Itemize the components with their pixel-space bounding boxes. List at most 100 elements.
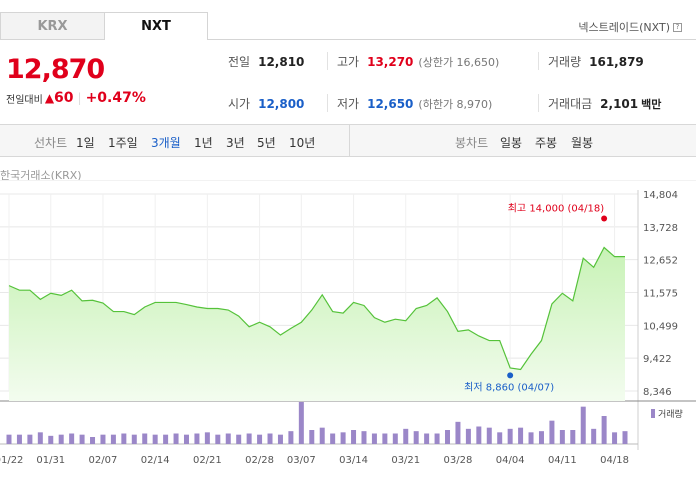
volume-bar [37, 432, 43, 444]
volume-bar [434, 433, 440, 444]
price-markers: 최고 14,000 (04/18) 최저 8,860 (04/07) [464, 203, 608, 393]
tab-divider-line [208, 39, 696, 40]
info-high: 고가 13,270 (상한가 16,650) [337, 53, 499, 70]
volume-bar [69, 433, 75, 444]
volume-bar [612, 432, 618, 444]
volume-bar [194, 433, 200, 444]
volume-bar [497, 432, 503, 444]
y-tick-label: 8,346 [643, 387, 672, 398]
volume-legend-label: 거래량 [658, 408, 683, 420]
x-tick-label: 01/31 [36, 455, 65, 466]
volume-bar [580, 406, 586, 444]
current-price: 12,870 [6, 54, 105, 85]
volume-bar [445, 430, 451, 444]
volume-bar [152, 434, 158, 444]
x-tick-label: 03/28 [444, 455, 473, 466]
volume-legend: 거래량 [651, 408, 683, 420]
x-tick-label: 01/22 [0, 455, 23, 466]
high-value: 13,270 [367, 54, 414, 69]
period-5y[interactable]: 5년 [257, 136, 276, 150]
info-divider [538, 94, 539, 112]
upper-limit: (상한가 16,650) [418, 55, 500, 69]
low-marker-dot [507, 372, 514, 379]
candle-chart-label: 봉차트 [455, 136, 489, 150]
period-10y[interactable]: 10년 [289, 136, 316, 150]
info-volume: 거래량 161,879 [548, 53, 644, 70]
volume-bar [330, 433, 336, 444]
change-value: 60 [54, 90, 74, 106]
volume-bar [507, 428, 513, 444]
amount-unit: 백만 [641, 97, 662, 111]
volume-bar [6, 434, 12, 444]
amount-value: 2,101 [600, 96, 639, 111]
volume-bar [58, 434, 64, 444]
high-label: 고가 [337, 55, 360, 69]
change-percent: +0.47% [85, 90, 146, 106]
volume-bar [163, 434, 169, 444]
volume-bar [392, 433, 398, 444]
volume-bar [622, 431, 628, 444]
volume-bar [465, 428, 471, 444]
volume-bar [340, 432, 346, 444]
x-tick-label: 02/07 [89, 455, 118, 466]
volume-bar [27, 434, 33, 444]
period-3y[interactable]: 3년 [226, 136, 245, 150]
period-1y[interactable]: 1년 [194, 136, 213, 150]
volume-bar [309, 430, 315, 444]
volume-bar [79, 434, 85, 444]
volume-bar [486, 427, 492, 444]
volume-bar [382, 433, 388, 444]
period-bar: 선차트 1일 1주일 3개월 1년 3년 5년 10년 봉차트 일봉 주봉 월봉 [0, 124, 696, 157]
period-divider [349, 125, 350, 156]
low-value: 12,650 [367, 96, 414, 111]
x-axis-labels: 01/22 01/31 02/07 02/14 02/21 02/28 03/07 03/14… [0, 455, 629, 466]
line-chart-label: 선차트 [34, 136, 68, 150]
y-tick-label: 13,728 [643, 223, 678, 234]
info-low: 저가 12,650 (하한가 8,970) [337, 95, 492, 112]
period-3m[interactable]: 3개월 [151, 136, 181, 150]
help-icon[interactable]: ? [673, 22, 682, 32]
volume-bar [549, 420, 555, 444]
volume-value: 161,879 [589, 54, 644, 69]
volume-bar [538, 431, 544, 444]
volume-bar [121, 433, 127, 444]
x-tick-label: 04/11 [548, 455, 577, 466]
info-prev-close: 전일 12,810 [228, 53, 304, 70]
y-tick-label: 11,575 [643, 289, 678, 300]
price-chart: 14,804 13,728 12,652 11,575 10,499 9,422 8,346… [0, 180, 696, 466]
period-monthly[interactable]: 월봉 [571, 136, 594, 150]
prev-close-label: 전일 [228, 55, 251, 69]
volume-bar [403, 428, 409, 444]
info-amount: 거래대금 2,101 백만 [548, 95, 661, 112]
period-daily[interactable]: 일봉 [500, 136, 523, 150]
volume-bar [236, 434, 242, 444]
y-tick-label: 12,652 [643, 256, 678, 267]
high-marker-dot [601, 215, 608, 222]
data-source: 한국거래소(KRX) [0, 169, 82, 182]
tab-nxt[interactable]: NXT [104, 12, 208, 40]
x-tick-label: 04/04 [496, 455, 525, 466]
high-marker-label: 최고 14,000 (04/18) [508, 203, 604, 215]
y-axis-labels: 14,804 13,728 12,652 11,575 10,499 9,422 8,346 [643, 190, 678, 398]
volume-bar [173, 433, 179, 444]
x-tick-label: 03/07 [287, 455, 316, 466]
x-tick-label: 02/14 [141, 455, 170, 466]
volume-bar [142, 433, 148, 444]
period-1w[interactable]: 1주일 [108, 136, 138, 150]
period-1d[interactable]: 1일 [76, 136, 95, 150]
volume-bar [601, 416, 607, 444]
volume-bar [267, 433, 273, 444]
tab-krx[interactable]: KRX [0, 12, 104, 40]
volume-bar [131, 434, 137, 444]
y-tick-label: 14,804 [643, 190, 678, 201]
volume-bar [110, 434, 116, 444]
y-tick-label: 9,422 [643, 354, 672, 365]
info-divider [538, 52, 539, 70]
prev-close-value: 12,810 [258, 54, 305, 69]
open-value: 12,800 [258, 96, 305, 111]
volume-legend-swatch [651, 409, 655, 418]
amount-label: 거래대금 [548, 97, 593, 111]
volume-bar [591, 428, 597, 444]
period-weekly[interactable]: 주봉 [535, 136, 558, 150]
info-divider [327, 94, 328, 112]
